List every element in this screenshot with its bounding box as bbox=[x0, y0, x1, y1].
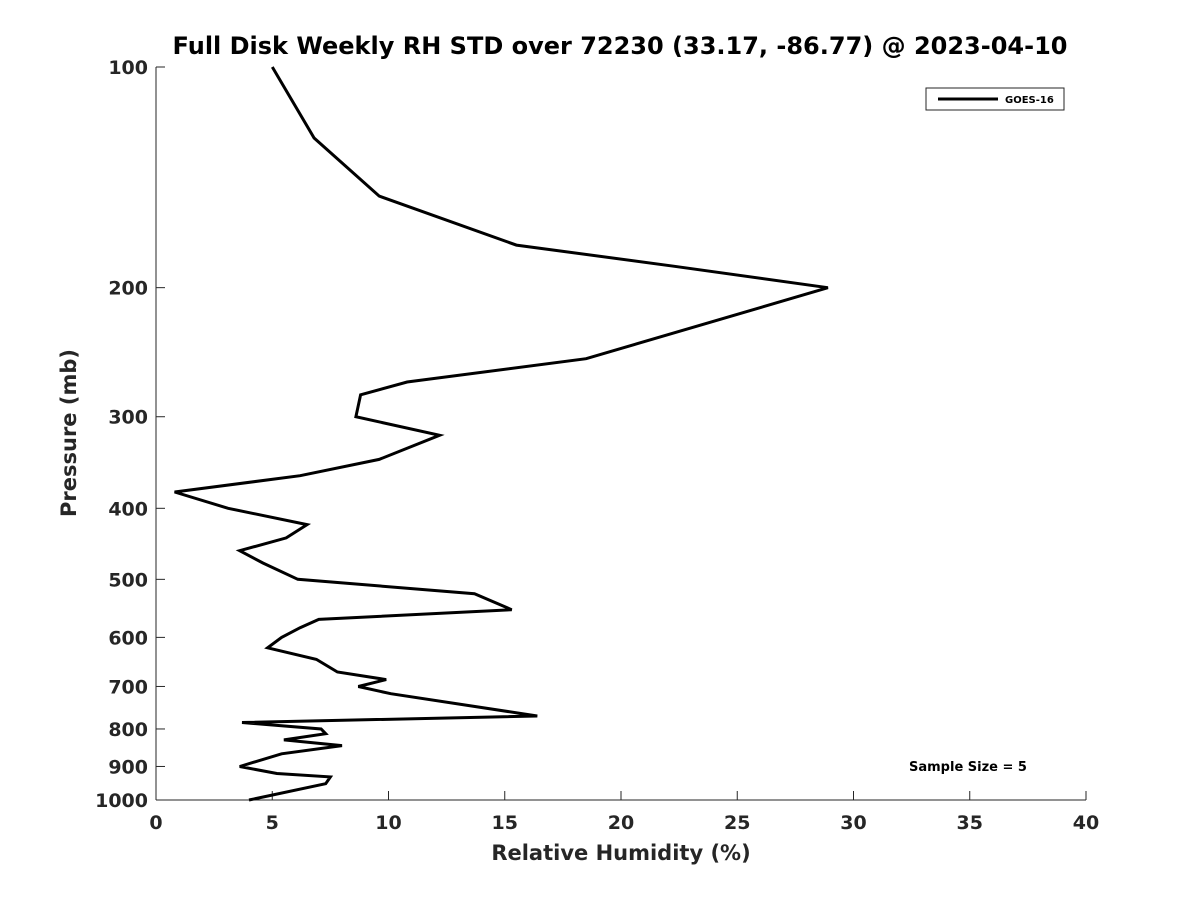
series-line-goes-16 bbox=[174, 66, 829, 802]
y-axis-label: Pressure (mb) bbox=[57, 349, 81, 517]
y-tick-label: 800 bbox=[108, 719, 148, 741]
y-tick-label: 900 bbox=[108, 756, 148, 778]
y-tick-label: 1000 bbox=[95, 790, 148, 812]
y-ticks: 100 200 300 400 500 600 700 800 900 1000 bbox=[95, 57, 165, 812]
y-tick-label: 400 bbox=[108, 498, 148, 520]
y-tick-label: 300 bbox=[108, 407, 148, 429]
x-tick-label: 40 bbox=[1073, 812, 1099, 834]
y-tick-label: 500 bbox=[108, 569, 148, 591]
y-tick-label: 700 bbox=[108, 676, 148, 698]
x-tick-label: 20 bbox=[608, 812, 634, 834]
y-tick-label: 100 bbox=[108, 57, 148, 79]
legend-label-goes-16: GOES-16 bbox=[1005, 95, 1054, 106]
y-tick-label: 200 bbox=[108, 278, 148, 300]
plot-area: 0 5 10 15 20 25 30 35 40 100 200 300 400 500 600 700 80… bbox=[95, 57, 1099, 834]
chart-title: Full Disk Weekly RH STD over 72230 (33.1… bbox=[173, 32, 1068, 60]
series-group bbox=[174, 66, 829, 802]
x-tick-label: 5 bbox=[266, 812, 279, 834]
sample-size-annotation: Sample Size = 5 bbox=[909, 760, 1027, 775]
x-tick-label: 35 bbox=[957, 812, 983, 834]
x-tick-label: 30 bbox=[840, 812, 866, 834]
x-tick-label: 10 bbox=[375, 812, 401, 834]
x-tick-label: 0 bbox=[149, 812, 162, 834]
y-tick-label: 600 bbox=[108, 627, 148, 649]
x-tick-label: 15 bbox=[492, 812, 518, 834]
x-tick-label: 25 bbox=[724, 812, 750, 834]
x-axis-label: Relative Humidity (%) bbox=[491, 841, 750, 865]
legend: GOES-16 bbox=[925, 87, 1065, 111]
x-ticks: 0 5 10 15 20 25 30 35 40 bbox=[149, 791, 1099, 834]
